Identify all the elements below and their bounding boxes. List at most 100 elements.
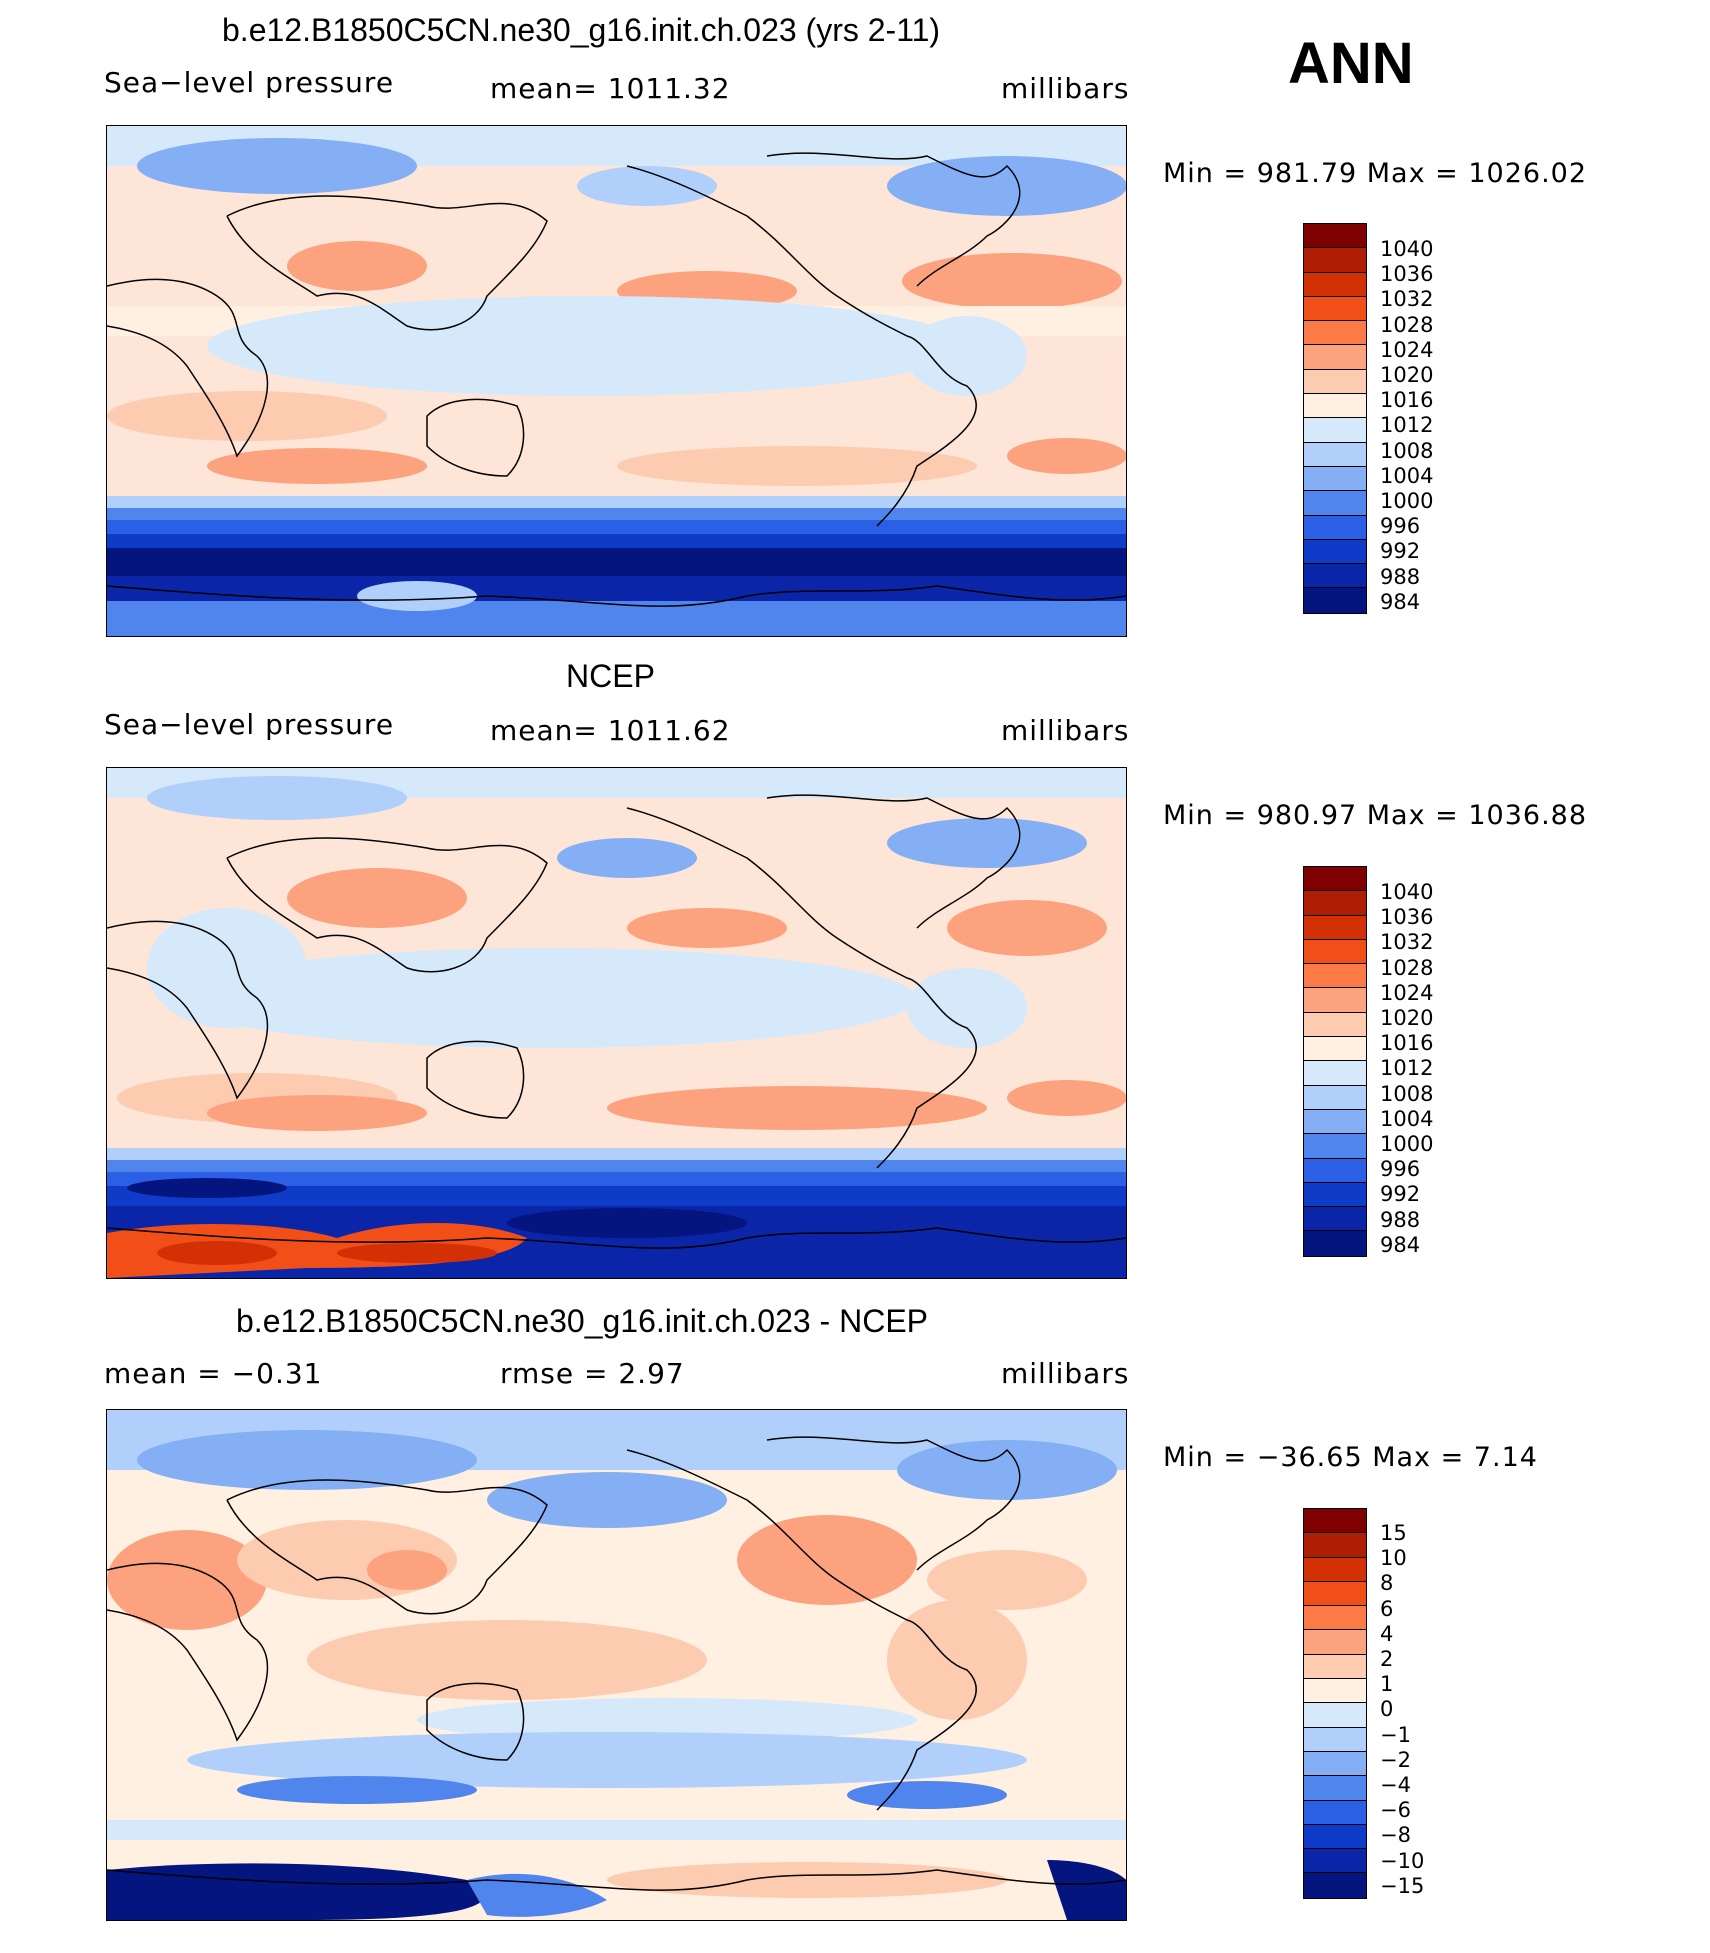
cbar3-swatch <box>1304 1679 1366 1704</box>
cbar3-label: −8 <box>1380 1823 1411 1848</box>
panel1-units-label: millibars <box>1001 72 1130 105</box>
cbar3-label: −4 <box>1380 1773 1411 1798</box>
panel2-variable-label: Sea−level pressure <box>104 708 395 741</box>
cbar2-label: 1016 <box>1380 1031 1434 1056</box>
cbar2-label: 996 <box>1380 1157 1421 1182</box>
cbar2-swatch <box>1304 964 1366 989</box>
panel2-mean-label: mean= 1011.62 <box>490 714 731 747</box>
cbar2-swatch <box>1304 1037 1366 1062</box>
season-label: ANN <box>1288 31 1414 96</box>
cbar2-swatch <box>1304 1109 1366 1135</box>
cbar3-swatch <box>1304 1581 1366 1607</box>
panel1-colorbar <box>1303 223 1367 614</box>
cbar1-swatch <box>1304 491 1366 516</box>
cbar2-label: 1028 <box>1380 955 1434 980</box>
cbar1-swatch <box>1304 564 1366 589</box>
panel1-mean-label: mean= 1011.32 <box>490 72 731 105</box>
panel3-minmax: Min = −36.65 Max = 7.14 <box>1163 1442 1538 1473</box>
cbar3-swatch <box>1304 1630 1366 1655</box>
cbar2-swatch <box>1304 915 1366 940</box>
panel3-mean-label: mean = −0.31 <box>104 1357 323 1390</box>
cbar2-swatch <box>1304 1085 1366 1110</box>
cbar1-label: 988 <box>1380 564 1421 589</box>
cbar1-label: 1012 <box>1380 413 1434 438</box>
cbar3-swatch <box>1304 1849 1366 1874</box>
cbar3-swatch <box>1304 1557 1366 1582</box>
cbar2-swatch <box>1304 891 1366 916</box>
cbar1-swatch <box>1304 248 1366 273</box>
panel2-map <box>106 767 1127 1279</box>
cbar2-label: 1000 <box>1380 1132 1434 1157</box>
cbar3-label: −1 <box>1380 1722 1411 1747</box>
cbar3-swatch <box>1304 1533 1366 1558</box>
cbar1-label: 1008 <box>1380 438 1434 463</box>
cbar3-swatch <box>1304 1800 1366 1825</box>
cbar3-swatch <box>1304 1727 1366 1752</box>
cbar1-label: 1004 <box>1380 463 1434 488</box>
cbar1-label: 1032 <box>1380 287 1434 312</box>
cbar3-label: −15 <box>1380 1873 1425 1898</box>
panel2-minmax: Min = 980.97 Max = 1036.88 <box>1163 800 1588 831</box>
cbar1-swatch <box>1304 588 1366 613</box>
cbar2-label: 1032 <box>1380 930 1434 955</box>
cbar2-label: 1020 <box>1380 1006 1434 1031</box>
cbar2-swatch <box>1304 867 1366 892</box>
cbar3-label: 0 <box>1380 1697 1394 1722</box>
cbar2-label: 984 <box>1380 1232 1421 1257</box>
panel3-map <box>106 1409 1127 1921</box>
cbar2-label: 988 <box>1380 1207 1421 1232</box>
cbar1-label: 984 <box>1380 589 1421 614</box>
cbar1-swatch <box>1304 272 1366 297</box>
panel1-colorbar-labels: 1040 1036 1032 1028 1024 1020 1016 1012 … <box>1380 237 1433 615</box>
cbar3-label: 4 <box>1380 1621 1394 1646</box>
cbar2-swatch <box>1304 1207 1366 1232</box>
cbar3-label: −10 <box>1380 1848 1425 1873</box>
panel3-rmse-label: rmse = 2.97 <box>500 1357 685 1390</box>
cbar1-swatch <box>1304 321 1366 346</box>
panel2-colorbar-labels: 1040 1036 1032 1028 1024 1020 1016 1012 … <box>1380 880 1433 1258</box>
cbar3-swatch <box>1304 1776 1366 1801</box>
cbar1-swatch <box>1304 515 1366 540</box>
panel3-colorbar <box>1303 1508 1367 1899</box>
cbar2-label: 1024 <box>1380 980 1434 1005</box>
cbar2-swatch <box>1304 939 1366 965</box>
cbar2-swatch <box>1304 1182 1366 1208</box>
cbar3-label: 15 <box>1380 1521 1407 1545</box>
panel3-title: b.e12.B1850C5CN.ne30_g16.init.ch.023 - N… <box>236 1303 928 1339</box>
cbar3-label: 8 <box>1380 1571 1394 1596</box>
cbar2-swatch <box>1304 1134 1366 1159</box>
cbar1-swatch <box>1304 345 1366 370</box>
cbar3-label: 6 <box>1380 1596 1394 1621</box>
cbar2-label: 1036 <box>1380 905 1434 930</box>
panel3-colorbar-labels: 15 10 8 6 4 2 1 0 −1 −2 −4 −6 −8 −10 −15 <box>1380 1521 1424 1899</box>
panel2-units-label: millibars <box>1001 714 1130 747</box>
cbar3-swatch <box>1304 1703 1366 1728</box>
panel2-colorbar <box>1303 866 1367 1257</box>
cbar1-label: 992 <box>1380 539 1421 564</box>
cbar1-swatch <box>1304 296 1366 322</box>
panel1-minmax: Min = 981.79 Max = 1026.02 <box>1163 158 1588 189</box>
cbar3-label: 1 <box>1380 1672 1394 1697</box>
cbar2-swatch <box>1304 1231 1366 1256</box>
panel1-variable-label: Sea−level pressure <box>104 66 395 99</box>
cbar1-swatch <box>1304 466 1366 492</box>
cbar1-label: 1016 <box>1380 388 1434 413</box>
cbar3-swatch <box>1304 1824 1366 1850</box>
cbar3-label: 10 <box>1380 1546 1407 1571</box>
panel1-title: b.e12.B1850C5CN.ne30_g16.init.ch.023 (yr… <box>222 12 941 48</box>
cbar3-label: 2 <box>1380 1647 1394 1672</box>
cbar2-label: 1012 <box>1380 1056 1434 1081</box>
cbar2-label: 1004 <box>1380 1106 1434 1131</box>
cbar1-swatch <box>1304 394 1366 419</box>
cbar1-label: 1040 <box>1380 237 1434 261</box>
cbar3-swatch <box>1304 1751 1366 1777</box>
panel3-units-label: millibars <box>1001 1357 1130 1390</box>
cbar1-swatch <box>1304 418 1366 443</box>
cbar2-label: 1008 <box>1380 1081 1434 1106</box>
cbar3-swatch <box>1304 1873 1366 1898</box>
cbar1-swatch <box>1304 442 1366 467</box>
cbar1-swatch <box>1304 539 1366 565</box>
panel2-title: NCEP <box>566 658 655 694</box>
panel1-map <box>106 125 1127 637</box>
cbar2-swatch <box>1304 1158 1366 1183</box>
